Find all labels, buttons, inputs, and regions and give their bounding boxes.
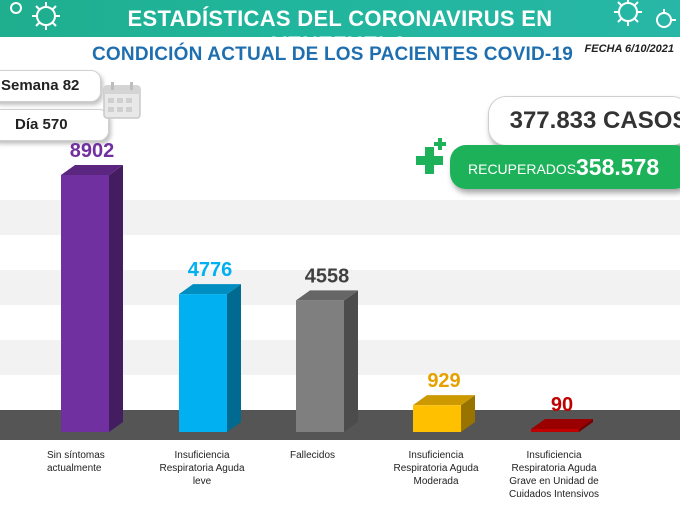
recovered-box: RECUPERADOS 358.578 bbox=[450, 145, 680, 189]
bar bbox=[531, 429, 579, 432]
bar bbox=[61, 175, 109, 432]
total-cases: 377.833 CASOS bbox=[509, 107, 680, 134]
bar-side bbox=[579, 419, 593, 432]
bar bbox=[179, 294, 227, 432]
day-badge: Día 570 bbox=[0, 109, 109, 141]
category-label: Fallecidos bbox=[290, 450, 336, 461]
category-label: Insuficiencia Respiratoria Aguda leve bbox=[159, 450, 245, 487]
header-band bbox=[0, 0, 680, 37]
virus-icon bbox=[614, 0, 676, 28]
report-date: FECHA 6/10/2021 bbox=[584, 43, 674, 55]
bar-side bbox=[344, 290, 358, 432]
calendar-icon bbox=[103, 82, 141, 119]
plus-icon bbox=[416, 138, 446, 174]
bar-top bbox=[531, 419, 593, 429]
recovered-label: RECUPERADOS bbox=[468, 161, 577, 177]
data-label: 4558 bbox=[305, 265, 350, 287]
bar-top bbox=[179, 284, 241, 295]
data-label: 90 bbox=[551, 394, 573, 416]
bar bbox=[296, 300, 344, 432]
page-subtitle: CONDICIÓN ACTUAL DE LOS PACIENTES COVID-… bbox=[92, 44, 573, 65]
bar-top bbox=[61, 165, 123, 175]
page-title: ESTADÍSTICAS DEL CORONAVIRUS EN VENEZUEL… bbox=[127, 6, 553, 57]
bar bbox=[413, 405, 461, 432]
category-label: Insuficiencia Respiratoria Aguda Grave e… bbox=[508, 450, 600, 500]
bar-side bbox=[109, 165, 123, 432]
category-label: Insuficiencia Respiratoria Aguda Moderad… bbox=[393, 450, 479, 487]
category-label: Sin síntomas actualmente bbox=[47, 450, 105, 474]
virus-icon bbox=[10, 2, 60, 30]
bar-top bbox=[413, 395, 475, 406]
data-label: 4776 bbox=[188, 259, 233, 281]
bar-top bbox=[296, 290, 358, 301]
data-label: 8902 bbox=[70, 140, 115, 162]
bar-side bbox=[227, 284, 241, 432]
week-badge: Semana 82 bbox=[0, 70, 101, 102]
bar-side bbox=[461, 395, 475, 432]
data-label: 929 bbox=[427, 370, 460, 392]
recovered-value: 358.578 bbox=[576, 154, 660, 180]
